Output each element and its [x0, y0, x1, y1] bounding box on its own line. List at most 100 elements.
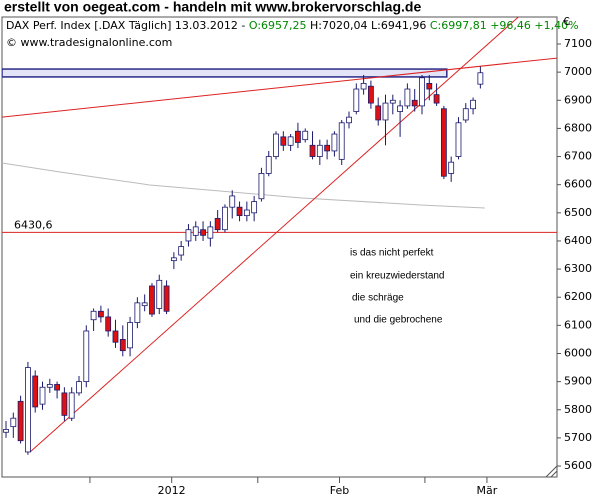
candle-body	[214, 218, 221, 231]
candle-body	[39, 386, 46, 405]
currency: €	[563, 15, 570, 28]
candle-body	[105, 316, 112, 332]
candle-body	[10, 417, 17, 428]
candle-body	[207, 226, 214, 239]
candle-body	[419, 77, 425, 107]
y-tick-label: 6600	[564, 178, 592, 191]
annotation: is das nicht perfekt	[350, 248, 434, 259]
candle-body	[134, 302, 141, 323]
y-tick-label: 5900	[564, 375, 592, 388]
candle-body	[68, 392, 75, 419]
candle-body	[32, 375, 39, 408]
candle-body	[149, 285, 155, 315]
candle-body	[3, 429, 9, 433]
candle-body	[411, 99, 418, 107]
y-tick-label: 7100	[564, 37, 592, 50]
candle-body	[302, 130, 309, 141]
y-tick-label: 6700	[564, 150, 592, 163]
candle-body	[25, 367, 31, 453]
y-tick-label: 5800	[564, 403, 592, 416]
candle-body	[433, 94, 440, 104]
annotation: ein kreuzwiederstand	[350, 271, 445, 282]
candle-body	[163, 285, 170, 312]
annotation: die schräge	[352, 293, 404, 304]
candle-body	[251, 201, 258, 214]
candle-body	[287, 136, 294, 146]
candle-body	[470, 99, 476, 110]
x-tick-label: Mär	[477, 484, 498, 497]
plot-frame	[1, 16, 558, 478]
annotation: und die gebrochene	[354, 315, 443, 326]
candle-body	[389, 99, 396, 104]
candle-body	[178, 246, 185, 256]
candle-body	[462, 108, 469, 121]
candle-body	[243, 209, 250, 217]
y-tick-label: 6200	[564, 290, 592, 303]
resistance-zone	[2, 68, 448, 78]
candle-body	[83, 330, 90, 383]
subtitle-part: O:6957,25	[249, 19, 307, 32]
overlay-line	[29, 17, 520, 453]
candle-body	[309, 144, 316, 157]
candle-body	[265, 156, 272, 174]
candle-body	[324, 144, 331, 152]
candle-body	[141, 302, 148, 307]
candle-body	[192, 226, 199, 236]
candle-body	[156, 279, 163, 309]
overlay-line	[2, 57, 557, 118]
candle-body	[338, 122, 345, 160]
candle-body	[119, 339, 126, 352]
subtitle-part: H:7020,04 L:6941,96	[310, 19, 426, 32]
x-tick-label: Feb	[330, 484, 349, 497]
y-tick-label: 6100	[564, 318, 592, 331]
y-tick-label: 6800	[564, 121, 592, 134]
candle-body	[477, 72, 484, 85]
candle-body	[360, 82, 367, 90]
candle-body	[316, 144, 323, 157]
candle-body	[222, 206, 228, 231]
candle-body	[426, 82, 433, 90]
y-tick-label: 6900	[564, 93, 592, 106]
candle-body	[440, 108, 447, 177]
x-tick-label: 2012	[158, 484, 186, 497]
header: erstellt von oegeat.com - handeln mit ww…	[4, 0, 421, 15]
y-tick-label: 6300	[564, 262, 592, 275]
y-tick-label: 6000	[564, 346, 592, 359]
candle-body	[170, 257, 177, 262]
candle-body	[112, 330, 119, 343]
candle-body	[236, 206, 243, 217]
candle-body	[455, 122, 462, 157]
candle-body	[90, 310, 97, 321]
candle-body	[185, 229, 192, 242]
candle-body	[375, 105, 382, 121]
y-tick-label: 6400	[564, 234, 592, 247]
y-tick-label: 7000	[564, 65, 592, 78]
subtitle: DAX Perf. Index [.DAX Täglich] 13.03.201…	[6, 19, 579, 32]
corner-mark	[545, 465, 558, 478]
candle-body	[127, 322, 133, 349]
candle-body	[295, 130, 301, 143]
candle-body	[346, 116, 352, 124]
candle-body	[273, 133, 279, 157]
subtitle-part: DAX Perf. Index [.DAX Täglich] 13.03.201…	[6, 19, 245, 32]
candle-body	[97, 310, 104, 318]
candle-body	[353, 88, 360, 112]
candle-body	[61, 392, 68, 416]
candle-body	[448, 161, 455, 174]
candle-body	[46, 384, 53, 388]
candle-body	[54, 384, 60, 391]
candle-body	[331, 133, 338, 152]
candle-body	[76, 381, 82, 394]
source: © www.tradesignalonline.com	[6, 36, 172, 49]
candle-body	[258, 173, 265, 200]
y-tick-label: 6500	[564, 206, 592, 219]
support-label: 6430,6	[14, 218, 53, 231]
candle-body	[368, 85, 374, 104]
subtitle-part: C:6997,81 +96,46 +1,40%	[430, 19, 579, 32]
overlay-line	[2, 162, 485, 209]
candle-body	[17, 400, 24, 442]
candle-body	[200, 229, 206, 236]
plot-area	[2, 17, 557, 455]
y-tick-label: 5700	[564, 431, 592, 444]
